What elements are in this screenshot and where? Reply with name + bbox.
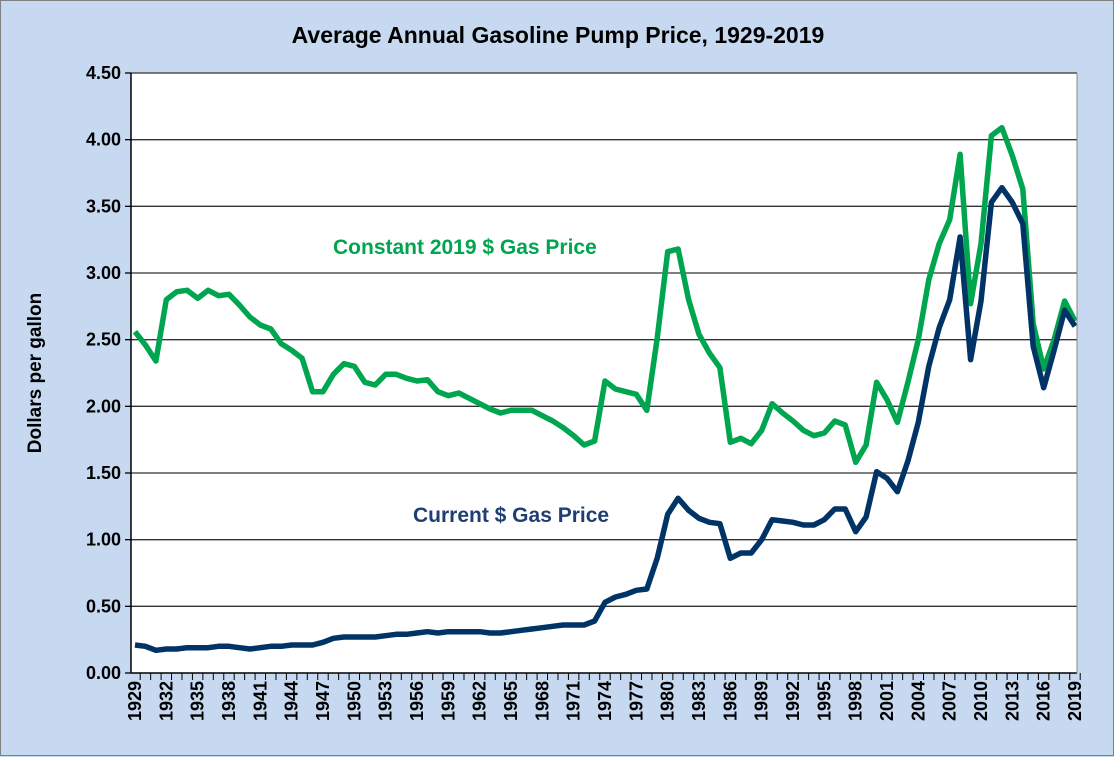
y-tick-label: 0.50 xyxy=(86,596,121,616)
y-tick-label: 2.50 xyxy=(86,330,121,350)
y-tick-label: 1.00 xyxy=(86,530,121,550)
x-tick-label: 1947 xyxy=(313,681,333,721)
x-tick-label: 1995 xyxy=(814,681,834,721)
x-tick-label: 1938 xyxy=(219,681,239,721)
x-tick-label: 1968 xyxy=(532,681,552,721)
x-tick-label: 2007 xyxy=(940,681,960,721)
x-tick-label: 2013 xyxy=(1002,681,1022,721)
series-line-current-dollars xyxy=(134,184,1078,654)
y-tick-label: 2.00 xyxy=(86,396,121,416)
y-tick-label: 3.00 xyxy=(86,263,121,283)
chart-title: Average Annual Gasoline Pump Price, 1929… xyxy=(292,22,825,48)
plot-area xyxy=(131,73,1077,673)
x-tick-label: 1944 xyxy=(282,681,302,721)
x-tick-label: 1977 xyxy=(626,681,646,721)
x-tick-label: 1983 xyxy=(689,681,709,721)
series-line-constant-2019-dollars xyxy=(132,124,1078,466)
x-tick-label: 1953 xyxy=(376,681,396,721)
x-tick-label: 1992 xyxy=(783,681,803,721)
x-tick-label: 1986 xyxy=(720,681,740,721)
x-tick-label: 1959 xyxy=(438,681,458,721)
x-tick-label: 1998 xyxy=(846,681,866,721)
x-tick-label: 1989 xyxy=(752,681,772,721)
y-tick-label: 1.50 xyxy=(86,463,121,483)
y-tick-label: 3.50 xyxy=(86,196,121,216)
x-tick-label: 1971 xyxy=(564,681,584,721)
x-tick-label: 1974 xyxy=(595,681,615,721)
x-tick-label: 1941 xyxy=(250,681,270,721)
y-tick-label: 4.00 xyxy=(86,130,121,150)
series-label-constant: Constant 2019 $ Gas Price xyxy=(333,236,597,259)
x-tick-label: 1950 xyxy=(344,681,364,721)
y-axis-label: Dollars per gallon xyxy=(25,293,46,453)
x-tick-label: 2016 xyxy=(1034,681,1054,721)
x-tick-label: 1935 xyxy=(188,681,208,721)
x-tick-label: 2001 xyxy=(877,681,897,721)
series-label-current: Current $ Gas Price xyxy=(413,504,609,527)
x-tick-label: 2004 xyxy=(908,681,928,721)
x-tick-label: 2010 xyxy=(971,681,991,721)
x-tick-label: 1932 xyxy=(156,681,176,721)
x-tick-label: 1956 xyxy=(407,681,427,721)
x-tick-label: 2019 xyxy=(1065,681,1085,721)
y-tick-label: 4.50 xyxy=(86,63,121,83)
x-tick-label: 1965 xyxy=(501,681,521,721)
x-tick-label: 1962 xyxy=(470,681,490,721)
y-tick-label: 0.00 xyxy=(86,663,121,683)
x-tick-label: 1980 xyxy=(658,681,678,721)
x-tick-label: 1929 xyxy=(125,681,145,721)
